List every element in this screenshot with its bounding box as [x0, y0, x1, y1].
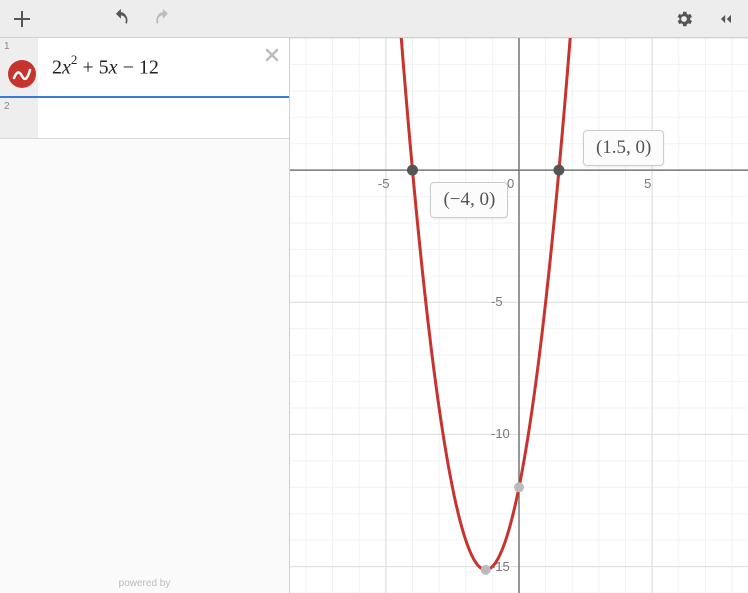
toolbar — [0, 0, 748, 38]
point-label[interactable]: (−4, 0) — [430, 182, 508, 218]
row-index: 2 — [0, 98, 38, 138]
expression-panel: 12x2 + 5x − 122 powered by — [0, 38, 290, 593]
x-tick-label: 0 — [507, 176, 514, 191]
row-index: 1 — [0, 38, 38, 96]
expression-row[interactable]: 2 — [0, 98, 289, 139]
collapse-panel-icon[interactable] — [714, 7, 738, 31]
close-icon[interactable] — [263, 46, 281, 69]
y-tick-label: -5 — [491, 294, 503, 309]
point-label[interactable]: (1.5, 0) — [583, 130, 664, 166]
graph-area[interactable]: -5 0 5 -5 -10 -15 (−4, 0) (1.5, 0) — [290, 38, 748, 593]
x-tick-label: 5 — [644, 176, 651, 191]
y-tick-label: -10 — [491, 426, 510, 441]
undo-icon[interactable] — [110, 7, 134, 31]
add-icon[interactable] — [10, 7, 34, 31]
redo-icon[interactable] — [152, 7, 176, 31]
expression-row[interactable]: 12x2 + 5x − 12 — [0, 38, 289, 98]
x-tick-label: -5 — [378, 176, 390, 191]
y-tick-label: -15 — [491, 559, 510, 574]
panel-footer: powered by — [0, 574, 289, 593]
settings-icon[interactable] — [672, 7, 696, 31]
expression-color-icon[interactable] — [8, 60, 36, 88]
expression-text[interactable]: 2x2 + 5x − 12 — [38, 38, 289, 96]
